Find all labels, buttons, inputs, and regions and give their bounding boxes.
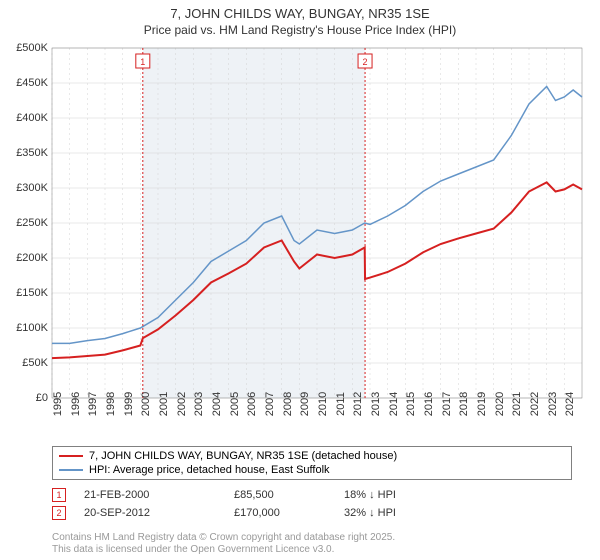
x-tick: 2019 xyxy=(476,392,488,416)
legend-swatch xyxy=(59,469,83,471)
y-tick: £250K xyxy=(2,217,48,229)
attribution-line1: Contains HM Land Registry data © Crown c… xyxy=(52,532,395,544)
legend-label: 7, JOHN CHILDS WAY, BUNGAY, NR35 1SE (de… xyxy=(89,450,397,462)
x-tick: 2020 xyxy=(494,392,506,416)
y-tick: £150K xyxy=(2,287,48,299)
x-tick: 1995 xyxy=(52,392,64,416)
chart-title-block: 7, JOHN CHILDS WAY, BUNGAY, NR35 1SE Pri… xyxy=(0,0,600,37)
legend-item: HPI: Average price, detached house, East… xyxy=(59,463,565,477)
x-axis: 1995199619971998199920002001200220032004… xyxy=(52,398,582,438)
x-tick: 2012 xyxy=(352,392,364,416)
x-tick: 2000 xyxy=(140,392,152,416)
y-tick: £450K xyxy=(2,77,48,89)
attribution: Contains HM Land Registry data © Crown c… xyxy=(52,532,395,556)
x-tick: 2005 xyxy=(229,392,241,416)
marker-row: 2 20-SEP-2012£170,00032% ↓ HPI xyxy=(52,504,396,522)
y-tick: £50K xyxy=(2,357,48,369)
x-tick: 2011 xyxy=(335,392,347,416)
x-tick: 2023 xyxy=(547,392,559,416)
x-tick: 2009 xyxy=(299,392,311,416)
x-tick: 1997 xyxy=(87,392,99,416)
x-tick: 2015 xyxy=(405,392,417,416)
x-tick: 2013 xyxy=(370,392,382,416)
x-tick: 1999 xyxy=(123,392,135,416)
marker-diff: 32% ↓ HPI xyxy=(344,507,396,519)
x-tick: 2007 xyxy=(264,392,276,416)
x-tick: 2004 xyxy=(211,392,223,416)
x-tick: 2017 xyxy=(441,392,453,416)
x-tick: 2022 xyxy=(529,392,541,416)
y-axis: £0£50K£100K£150K£200K£250K£300K£350K£400… xyxy=(2,48,52,398)
marker-price: £170,000 xyxy=(234,507,344,519)
title-sub: Price paid vs. HM Land Registry's House … xyxy=(0,23,600,37)
marker-row: 1 21-FEB-2000£85,50018% ↓ HPI xyxy=(52,486,396,504)
marker-table: 1 21-FEB-2000£85,50018% ↓ HPI 2 20-SEP-2012… xyxy=(52,486,396,522)
y-tick: £500K xyxy=(2,42,48,54)
y-tick: £350K xyxy=(2,147,48,159)
svg-text:1: 1 xyxy=(140,57,145,67)
y-tick: £200K xyxy=(2,252,48,264)
marker-diff: 18% ↓ HPI xyxy=(344,489,396,501)
x-tick: 2024 xyxy=(564,392,576,416)
y-tick: £300K xyxy=(2,182,48,194)
x-tick: 1996 xyxy=(70,392,82,416)
x-tick: 2016 xyxy=(423,392,435,416)
legend-item: 7, JOHN CHILDS WAY, BUNGAY, NR35 1SE (de… xyxy=(59,449,565,463)
title-main: 7, JOHN CHILDS WAY, BUNGAY, NR35 1SE xyxy=(0,6,600,21)
legend: 7, JOHN CHILDS WAY, BUNGAY, NR35 1SE (de… xyxy=(52,446,572,480)
y-tick: £0 xyxy=(2,392,48,404)
legend-label: HPI: Average price, detached house, East… xyxy=(89,464,330,476)
legend-swatch xyxy=(59,455,83,457)
y-tick: £100K xyxy=(2,322,48,334)
x-tick: 2002 xyxy=(176,392,188,416)
x-tick: 2001 xyxy=(158,392,170,416)
x-tick: 2008 xyxy=(282,392,294,416)
chart: £0£50K£100K£150K£200K£250K£300K£350K£400… xyxy=(52,48,582,398)
marker-box: 1 xyxy=(52,488,66,502)
x-tick: 2014 xyxy=(388,392,400,416)
marker-date: 20-SEP-2012 xyxy=(84,507,234,519)
x-tick: 2006 xyxy=(246,392,258,416)
marker-date: 21-FEB-2000 xyxy=(84,489,234,501)
x-tick: 2003 xyxy=(193,392,205,416)
svg-text:2: 2 xyxy=(363,57,368,67)
y-tick: £400K xyxy=(2,112,48,124)
x-tick: 1998 xyxy=(105,392,117,416)
plot-area: 12 xyxy=(52,48,582,398)
attribution-line2: This data is licensed under the Open Gov… xyxy=(52,544,395,556)
marker-box: 2 xyxy=(52,506,66,520)
marker-price: £85,500 xyxy=(234,489,344,501)
x-tick: 2010 xyxy=(317,392,329,416)
x-tick: 2018 xyxy=(458,392,470,416)
x-tick: 2021 xyxy=(511,392,523,416)
